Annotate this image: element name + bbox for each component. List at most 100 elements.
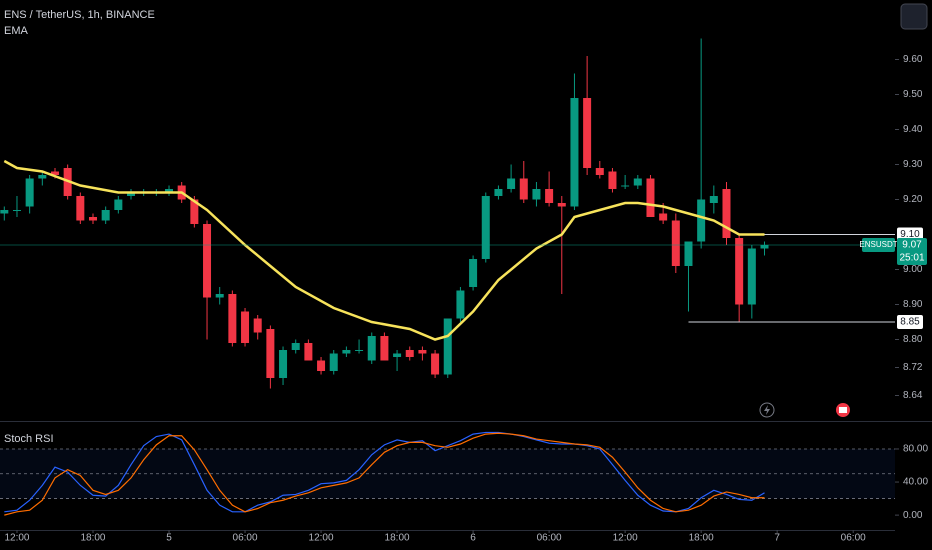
- candle-body: [228, 294, 237, 343]
- alert-icon-bolt: [764, 405, 770, 415]
- y-tick-label: 9.30: [903, 159, 923, 170]
- candle-body: [405, 350, 414, 357]
- candle-body: [709, 196, 718, 203]
- candle-body: [165, 189, 174, 193]
- candle-body: [418, 350, 427, 354]
- y-tick-label: 9.00: [903, 264, 923, 275]
- candle-body: [266, 329, 275, 378]
- y-tick-label: 9.20: [903, 194, 923, 205]
- x-tick-label: 06:00: [233, 533, 258, 544]
- candle-body: [215, 294, 224, 298]
- candle-body: [431, 353, 440, 375]
- candle-body: [595, 168, 604, 175]
- candle-body: [671, 220, 680, 266]
- candle-body: [279, 350, 288, 378]
- candle-body: [443, 318, 452, 375]
- symbol-label: ENSUSDT: [859, 240, 897, 249]
- y-tick-label: 8.64: [903, 390, 923, 401]
- candle-body: [241, 311, 250, 343]
- x-tick-label: 06:00: [841, 533, 866, 544]
- event-icon-flag: [839, 407, 847, 413]
- candle-body: [291, 343, 300, 350]
- ema-line: [3, 159, 765, 341]
- y-tick-label: 9.40: [903, 124, 923, 135]
- candle-body: [342, 350, 351, 354]
- candle-body: [456, 290, 465, 319]
- alert-icon[interactable]: [759, 402, 775, 418]
- x-tick-label: 12:00: [613, 533, 638, 544]
- price-label-box: [897, 315, 923, 329]
- candle-body: [608, 171, 617, 189]
- candle-body: [684, 241, 693, 266]
- candle-body: [317, 360, 326, 371]
- candle-body: [127, 192, 136, 196]
- candle-body: [494, 189, 503, 196]
- stoch-line: [4, 432, 765, 516]
- countdown-label: 25:01: [899, 253, 924, 264]
- candle-body: [50, 171, 59, 175]
- x-tick-label: 12:00: [4, 533, 29, 544]
- candle-body: [88, 217, 97, 221]
- candle-body: [469, 259, 478, 287]
- candle-body: [570, 98, 579, 207]
- candle-body: [25, 178, 34, 207]
- x-tick-label: 7: [774, 533, 780, 544]
- x-tick-label: 18:00: [689, 533, 714, 544]
- candle-body: [532, 189, 541, 200]
- y-tick-label: 40.00: [903, 477, 928, 488]
- y-tick-label: 9.60: [903, 54, 923, 65]
- symbol-box: [862, 238, 895, 252]
- y-tick-label: 80.00: [903, 444, 928, 455]
- menu-button[interactable]: [900, 3, 928, 30]
- candle-body: [760, 245, 769, 249]
- candle-body: [253, 318, 262, 333]
- y-tick-label: 8.80: [903, 334, 923, 345]
- y-tick-label: 0.00: [903, 510, 923, 521]
- candle-body: [114, 199, 123, 210]
- candle-body: [367, 336, 376, 361]
- candle-body: [393, 353, 402, 357]
- candle-body: [747, 248, 756, 305]
- indicator-label: EMA: [4, 25, 29, 37]
- last-price-box: [897, 238, 927, 265]
- candle-body: [621, 185, 630, 187]
- last-price-label: 9.07: [902, 240, 922, 251]
- stoch-line: [4, 431, 765, 513]
- candle-body: [557, 203, 566, 207]
- candle-body: [329, 353, 338, 371]
- candle-body: [355, 350, 364, 351]
- x-tick-label: 18:00: [80, 533, 105, 544]
- x-tick-label: 5: [166, 533, 172, 544]
- y-tick-label: 8.90: [903, 299, 923, 310]
- candle-body: [76, 196, 85, 221]
- x-tick-label: 06:00: [537, 533, 562, 544]
- candle-body: [735, 238, 744, 305]
- candle-body: [481, 196, 490, 259]
- candle-body: [101, 210, 110, 221]
- candle-body: [203, 224, 212, 298]
- candle-body: [380, 336, 389, 361]
- candle-body: [633, 178, 642, 186]
- candle-body: [697, 199, 706, 242]
- price-label: 8.85: [900, 317, 920, 328]
- candle-body: [519, 178, 528, 200]
- candle-body: [12, 210, 21, 211]
- x-tick-label: 6: [470, 533, 476, 544]
- chart-title: ENS / TetherUS, 1h, BINANCE: [4, 9, 155, 21]
- indicator-label: Stoch RSI: [4, 433, 54, 445]
- price-label: 9.10: [900, 229, 920, 240]
- candle-body: [0, 210, 9, 214]
- y-tick-label: 9.50: [903, 89, 923, 100]
- candle-body: [646, 178, 655, 217]
- x-tick-label: 18:00: [385, 533, 410, 544]
- candle-body: [304, 343, 313, 361]
- candle-body: [507, 178, 516, 189]
- y-tick-label: 8.72: [903, 362, 923, 373]
- candle-body: [38, 175, 47, 179]
- candle-body: [190, 199, 199, 224]
- candle-body: [722, 189, 731, 238]
- x-tick-label: 12:00: [309, 533, 334, 544]
- candle-body: [659, 213, 668, 221]
